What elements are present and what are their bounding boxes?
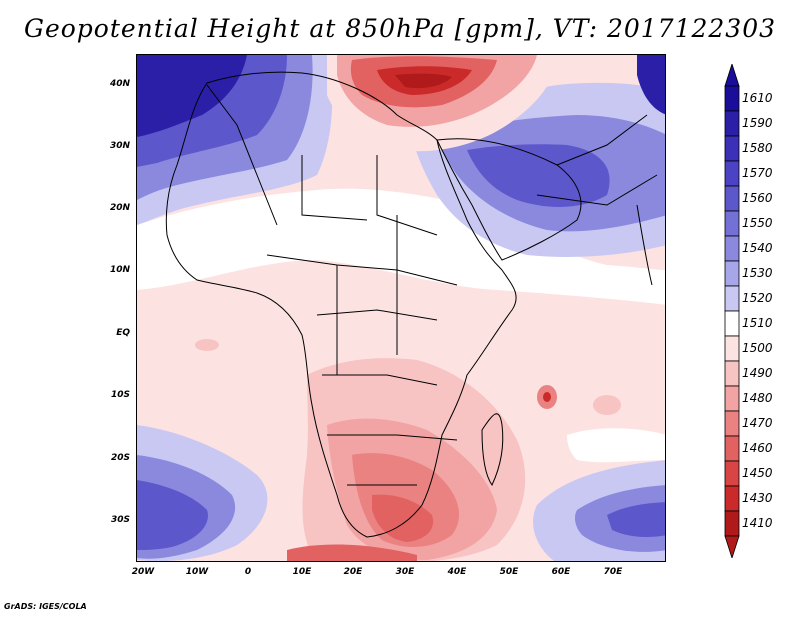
colorbar-label-1520: 1520 (742, 290, 773, 305)
colorbar-cell-1570 (724, 160, 740, 187)
colorbar-label-1580: 1580 (742, 140, 773, 155)
contour-sind-1510 (567, 428, 665, 463)
map-title: Geopotential Height at 850hPa [gpm], VT:… (23, 14, 777, 43)
grads-credit: GrADS: IGES/COLA (4, 602, 87, 611)
contour-high-satl-1560 (137, 480, 208, 550)
lat-label-40n: 40N (109, 79, 130, 89)
colorbar-label-1480: 1480 (742, 390, 773, 405)
colorbar-label-1410: 1410 (742, 515, 773, 530)
colorbar-cell-1560 (724, 185, 740, 212)
lon-label-70e: 70E (603, 567, 623, 577)
colorbar-cell-1410 (724, 510, 740, 537)
lat-label-20n: 20N (109, 203, 130, 213)
lon-label-0: 0 (244, 567, 252, 577)
colorbar-label-1610: 1610 (742, 90, 773, 105)
colorbar-cell-1430 (724, 485, 740, 512)
colorbar-label-1500: 1500 (742, 340, 773, 355)
contour-low-med-1410 (395, 73, 452, 89)
colorbar-cell-1490 (724, 360, 740, 387)
lat-label-30s: 30S (110, 515, 130, 525)
lon-label-20w: 20W (131, 567, 155, 577)
contour-low-saf-1460 (372, 494, 434, 542)
africa-coastline (165, 71, 517, 538)
contour-high-arabia-1560 (467, 144, 610, 207)
colorbar-label-1450: 1450 (742, 465, 773, 480)
contour-low-south-edge (287, 544, 417, 561)
colorbar-label-1470: 1470 (742, 415, 773, 430)
lon-label-40e: 40E (447, 567, 467, 577)
lon-label-30e: 30E (395, 567, 415, 577)
colorbar-label-1540: 1540 (742, 240, 773, 255)
contour-high-nw-1590 (137, 55, 247, 137)
colorbar-cell-1450 (724, 460, 740, 487)
colorbar-cell-1540 (724, 235, 740, 262)
colorbar-cell-1510 (724, 310, 740, 337)
colorbar-cell-1500 (724, 335, 740, 362)
colorbar-label-1460: 1460 (742, 440, 773, 455)
colorbar-cell-1580 (724, 135, 740, 162)
colorbar-cell-1520 (724, 285, 740, 312)
contour-high-ne-1590 (637, 55, 665, 115)
colorbar-label-1490: 1490 (742, 365, 773, 380)
lon-label-20e: 20E (343, 567, 363, 577)
border-line (327, 434, 458, 441)
contour-high-sind-1560 (607, 502, 665, 538)
madagascar-coastline (481, 413, 504, 486)
border-line (556, 114, 648, 166)
border-line (301, 155, 368, 221)
border-line (266, 254, 458, 286)
colorbar-cell-1470 (724, 410, 740, 437)
colorbar-cell-1530 (724, 260, 740, 287)
colorbar-cell-1590 (724, 110, 740, 137)
map-plot-area (136, 54, 666, 562)
coastlines (165, 71, 658, 538)
lon-label-50e: 50E (499, 567, 519, 577)
colorbar (724, 64, 740, 558)
india-coastline (636, 204, 653, 286)
colorbar-cell-1610 (724, 85, 740, 112)
contour-low-gulf-guinea-cell (195, 339, 219, 351)
colorbar-cell-1550 (724, 210, 740, 237)
colorbar-label-1510: 1510 (742, 315, 773, 330)
lat-label-30n: 30N (109, 141, 130, 151)
lon-label-60e: 60E (551, 567, 571, 577)
lat-label-eq: EQ (116, 328, 130, 338)
colorbar-cell-1460 (724, 435, 740, 462)
border-line (536, 174, 658, 206)
colorbar-label-1570: 1570 (742, 165, 773, 180)
contour-1510-band (137, 188, 665, 305)
colorbar-label-1590: 1590 (742, 115, 773, 130)
contour-low-madagascar-core (543, 392, 551, 402)
arabia-coastline (436, 138, 582, 261)
border-line (322, 374, 438, 386)
map-canvas (137, 55, 665, 561)
colorbar-cell-1480 (724, 385, 740, 412)
border-line (206, 84, 278, 226)
lat-label-20s: 20S (110, 453, 130, 463)
colorbar-label-1530: 1530 (742, 265, 773, 280)
colorbar-label-1430: 1430 (742, 490, 773, 505)
border-line (376, 155, 438, 236)
colorbar-label-1550: 1550 (742, 215, 773, 230)
colorbar-bottom-triangle (724, 535, 740, 558)
lat-label-10n: 10N (109, 265, 130, 275)
lon-label-10e: 10E (292, 567, 312, 577)
lat-label-10s: 10S (110, 390, 130, 400)
lon-label-10w: 10W (185, 567, 209, 577)
colorbar-label-1560: 1560 (742, 190, 773, 205)
colorbar-top-triangle (724, 64, 740, 87)
contour-low-indian-ocean-cell (593, 395, 621, 415)
